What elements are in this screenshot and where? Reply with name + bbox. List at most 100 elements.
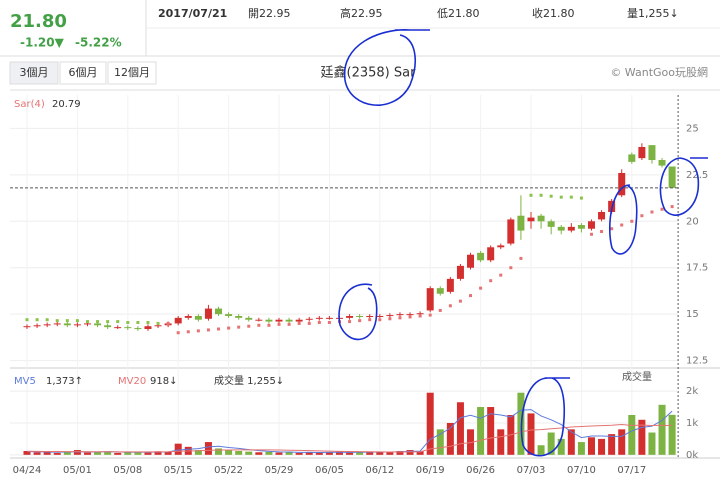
volume-bar: [527, 413, 535, 455]
candle-body: [285, 319, 293, 322]
sar-dot: [509, 266, 513, 270]
sar-legend-name: Sar(4): [14, 99, 45, 110]
candle-body: [265, 319, 273, 322]
sar-dot: [458, 299, 462, 303]
candle-body: [174, 317, 182, 324]
sar-dot: [85, 320, 89, 324]
sar-dot: [469, 294, 473, 298]
candle-body: [658, 160, 666, 166]
sar-dot: [448, 304, 452, 308]
sar-dot: [247, 324, 251, 328]
range-label[interactable]: 12個月: [114, 66, 150, 79]
x-tick-label: 06/26: [466, 465, 495, 476]
sar-dot: [499, 273, 503, 277]
range-button[interactable]: [9, 61, 59, 85]
sar-dot: [559, 195, 563, 199]
quote-item: 量1,255↓: [627, 7, 679, 20]
sar-dot: [378, 318, 382, 322]
sar-dot: [549, 194, 553, 198]
sar-dot: [257, 323, 261, 327]
candle-body: [23, 326, 31, 328]
sar-dot: [327, 321, 331, 324]
sar-dot: [589, 232, 593, 236]
candle-body: [33, 325, 41, 327]
sar-dot: [388, 317, 392, 321]
candle-body: [477, 252, 485, 261]
volume-bar: [356, 451, 364, 455]
candle-body: [517, 215, 525, 231]
sar-dot: [75, 319, 79, 323]
sar-dot: [630, 219, 634, 223]
sar-dot: [96, 320, 100, 324]
volume-bar: [215, 448, 223, 455]
volume-bar: [618, 429, 626, 455]
x-tick-label: 04/24: [13, 465, 42, 476]
volume-bar: [497, 429, 505, 455]
candle-body: [577, 225, 585, 229]
y-tick-label: 17.5: [686, 263, 708, 274]
candle-body: [315, 317, 323, 319]
price: 21.80: [10, 11, 67, 32]
volume-bar: [446, 422, 454, 455]
volume-bar: [386, 451, 394, 455]
y-tick-label: 1k: [686, 418, 698, 429]
sar-dot: [45, 318, 49, 322]
candle-body: [73, 324, 81, 326]
sar-dot: [650, 210, 654, 214]
sar-dot: [116, 320, 120, 324]
volume-bar: [366, 452, 374, 455]
candle-body: [416, 313, 424, 315]
ma-line: [26, 409, 673, 453]
candle-body: [648, 145, 656, 160]
volume-bar: [436, 429, 444, 455]
volume-bar: [346, 452, 354, 455]
candle-body: [275, 319, 283, 322]
sar-dot: [408, 315, 412, 319]
candle-body: [245, 317, 253, 320]
volume-bar: [335, 451, 343, 455]
x-tick-label: 06/19: [416, 465, 445, 476]
candle-body: [346, 316, 354, 318]
sar-dot: [55, 319, 59, 323]
range-label[interactable]: 3個月: [20, 66, 49, 79]
range-button[interactable]: [59, 61, 107, 85]
candle-body: [426, 288, 434, 311]
sar-dot: [418, 314, 422, 318]
candle-body: [356, 316, 364, 317]
candle-body: [487, 247, 495, 261]
candle-body: [295, 319, 303, 322]
drawn-circle: [343, 29, 430, 106]
y-tick-label: 12.5: [686, 356, 708, 367]
volume-legend: 成交量 1,255↓: [214, 374, 284, 387]
candle-body: [598, 212, 606, 220]
volume-bar: [164, 451, 172, 455]
volume-bar: [668, 414, 676, 455]
legend-value: 918↓: [150, 376, 177, 387]
candle-body: [507, 219, 515, 244]
quote-item: 低21.80: [437, 7, 480, 20]
y-tick-label: 2k: [686, 386, 698, 397]
sar-dot: [297, 321, 301, 325]
sar-dot: [569, 195, 573, 199]
sar-dot: [348, 320, 352, 324]
drawn-circle: [520, 377, 570, 457]
sar-dot: [640, 214, 644, 218]
volume-bar: [426, 392, 434, 455]
sar-dot: [35, 318, 39, 322]
sar-dot: [620, 223, 624, 227]
sar-dot: [277, 322, 281, 326]
candle-body: [104, 325, 112, 328]
sar-dot: [358, 319, 362, 323]
range-button[interactable]: [107, 61, 157, 85]
sar-dot: [267, 323, 271, 327]
sar-dot: [428, 313, 432, 317]
volume-bar: [406, 450, 414, 455]
volume-bar: [487, 407, 495, 455]
candle-body: [134, 328, 142, 330]
sar-dot: [25, 318, 29, 322]
range-label[interactable]: 6個月: [69, 66, 98, 79]
sar-dot: [660, 207, 664, 211]
sar-dot: [146, 321, 150, 324]
x-tick-label: 07/17: [617, 465, 646, 476]
volume-bar: [53, 452, 61, 455]
